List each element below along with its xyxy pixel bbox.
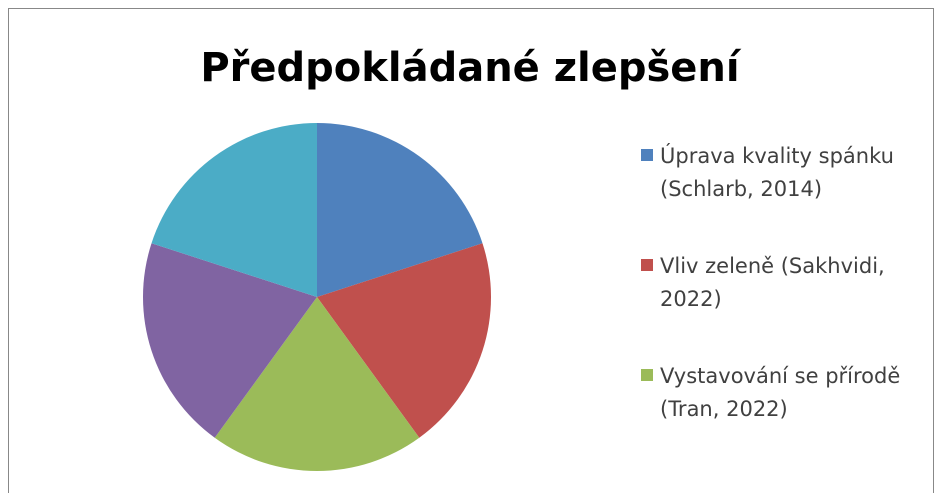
legend-label: Vliv zeleně (Sakhvidi, 2022) bbox=[660, 254, 885, 311]
pie-slice bbox=[214, 297, 420, 471]
legend-label: Vystavování se přírodě (Tran, 2022) bbox=[660, 364, 901, 421]
pie-slice bbox=[151, 123, 317, 297]
pie-slice bbox=[317, 243, 491, 438]
chart-title: Předpokládané zlepšení bbox=[200, 45, 742, 91]
legend-swatch bbox=[641, 259, 653, 271]
legend-label: Úprava kvality spánku (Schlarb, 2014) bbox=[660, 144, 894, 201]
legend-swatch bbox=[641, 369, 653, 381]
pie-slice bbox=[143, 243, 317, 438]
legend-swatch bbox=[641, 149, 653, 161]
pie-slice bbox=[317, 123, 483, 297]
